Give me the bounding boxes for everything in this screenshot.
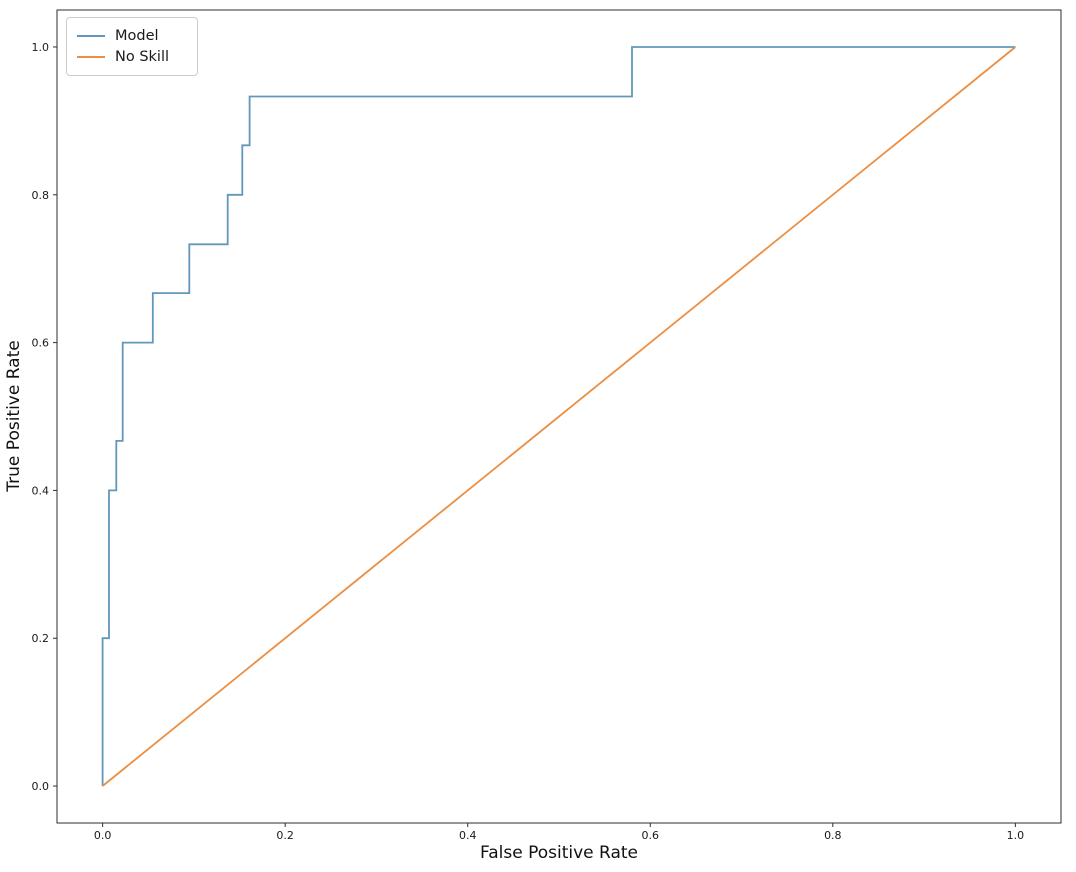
y-tick-label: 0.8 <box>32 189 50 202</box>
x-tick-label: 0.0 <box>94 829 112 842</box>
y-tick-label: 0.4 <box>32 484 50 497</box>
y-tick-label: 0.6 <box>32 337 50 350</box>
y-axis-ticks: 0.0 0.2 0.4 0.6 0.8 1.0 <box>32 41 57 793</box>
legend: Model No Skill <box>66 17 198 76</box>
x-axis-ticks: 0.0 0.2 0.4 0.6 0.8 1.0 <box>94 823 1024 842</box>
y-tick-label: 1.0 <box>32 41 50 54</box>
legend-label-model: Model <box>115 27 159 44</box>
no-skill-curve <box>102 46 1016 787</box>
y-tick-label: 0.2 <box>32 632 50 645</box>
x-tick-label: 0.8 <box>824 829 842 842</box>
plot-border <box>56 9 1062 824</box>
y-axis-label: True Positive Rate <box>4 340 24 492</box>
y-tick-label: 0.0 <box>32 780 50 793</box>
model-curve <box>101 46 1016 786</box>
legend-item-model: Model <box>77 27 187 44</box>
no-skill-line-swatch <box>77 56 105 59</box>
x-tick-label: 0.2 <box>276 829 294 842</box>
x-axis-label: False Positive Rate <box>480 843 638 863</box>
legend-item-no-skill: No Skill <box>77 50 187 65</box>
model-line-swatch <box>77 34 105 37</box>
series-lines <box>101 46 1016 787</box>
legend-label-no-skill: No Skill <box>115 49 170 65</box>
x-tick-label: 0.6 <box>642 829 660 842</box>
x-tick-label: 0.4 <box>459 829 477 842</box>
x-tick-label: 1.0 <box>1007 829 1025 842</box>
